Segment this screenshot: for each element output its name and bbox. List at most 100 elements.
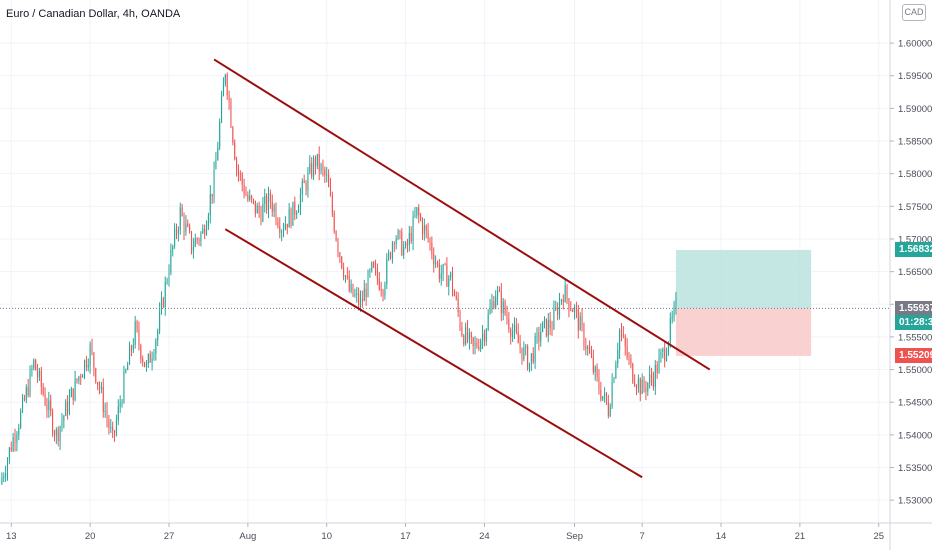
candle-body <box>159 310 161 331</box>
candle-body <box>172 245 174 250</box>
candle-body <box>198 239 200 242</box>
candle-body <box>50 400 52 412</box>
candle-body <box>344 275 347 278</box>
candle-body <box>322 164 324 170</box>
channel-lower-line[interactable] <box>224 228 643 479</box>
candle-body <box>215 160 217 170</box>
candle-body <box>230 101 232 128</box>
candle-body <box>557 307 559 316</box>
candle-body <box>359 298 362 306</box>
x-tick-label: 14 <box>716 531 727 542</box>
candle-body <box>254 200 256 214</box>
candle-body <box>241 174 243 185</box>
y-tick-label: 1.53000 <box>898 496 932 507</box>
position-zones[interactable] <box>675 249 812 356</box>
y-tick-label: 1.58000 <box>898 169 932 180</box>
candle-body <box>271 201 273 212</box>
candle-body <box>442 264 444 274</box>
candle-body <box>260 212 262 222</box>
candle-body <box>48 400 50 411</box>
candle-body <box>145 364 147 367</box>
candle-body <box>388 252 390 259</box>
candle-body <box>29 369 31 396</box>
channel-lines[interactable] <box>213 58 711 479</box>
candle-body <box>175 228 178 234</box>
y-tick-label: 1.57000 <box>898 234 932 245</box>
candle-body <box>27 387 29 396</box>
candle-body <box>65 401 67 416</box>
candle-body <box>217 147 219 161</box>
candle-body <box>528 362 531 370</box>
candle-body <box>543 318 546 322</box>
candle-body <box>206 226 208 235</box>
candle-body <box>170 249 172 273</box>
candle-body <box>326 174 328 176</box>
candle-body <box>22 397 24 411</box>
candle-body <box>130 346 132 351</box>
candle-body <box>314 158 316 167</box>
candle-body <box>202 228 204 234</box>
candle-body <box>138 329 140 346</box>
channel-upper-line[interactable] <box>213 58 711 371</box>
y-tick-label: 1.56500 <box>898 267 932 278</box>
candle-body <box>429 238 431 243</box>
candle-body <box>504 301 506 314</box>
candle-body <box>162 298 164 307</box>
candle-body <box>664 348 666 361</box>
x-tick-label: 13 <box>6 531 17 542</box>
candle-body <box>619 330 621 351</box>
candle-body <box>245 194 247 196</box>
candle-body <box>493 301 495 309</box>
currency-badge[interactable]: CAD <box>902 4 926 21</box>
candle-body <box>52 411 54 434</box>
candle-body <box>641 379 643 395</box>
candle-body <box>6 459 9 474</box>
candle-body <box>350 284 352 292</box>
candle-body <box>673 305 675 317</box>
candle-body <box>294 201 296 215</box>
candle-body <box>153 353 155 359</box>
candle-body <box>474 342 476 347</box>
candle-body <box>609 406 611 416</box>
candle-body <box>78 376 80 382</box>
candle-body <box>472 337 474 347</box>
candle-body <box>149 354 151 363</box>
candle-body <box>102 386 104 412</box>
candle-body <box>177 229 179 234</box>
y-tick-label: 1.55500 <box>898 332 932 343</box>
candle-body <box>465 326 467 345</box>
candle-body <box>639 378 641 395</box>
candle-body <box>311 163 313 177</box>
candle-body <box>252 199 254 201</box>
candle-body <box>288 209 290 228</box>
x-tick-label: 21 <box>795 531 806 542</box>
candle-body <box>269 192 271 202</box>
candle-body <box>114 430 116 433</box>
candle-body <box>307 172 309 191</box>
candle-body <box>237 169 239 174</box>
candle-body <box>367 271 369 297</box>
candle-body <box>365 288 367 297</box>
candle-body <box>213 169 215 197</box>
y-tick-label: 1.55000 <box>898 365 932 376</box>
candle-body <box>251 195 253 200</box>
candle-body <box>127 364 129 370</box>
candle-body <box>140 345 142 360</box>
candle-body <box>598 376 600 390</box>
candle-body <box>468 332 470 341</box>
candle-body <box>431 242 433 255</box>
candle-body <box>620 330 623 335</box>
candle-body <box>25 387 27 401</box>
candle-body <box>395 238 397 244</box>
candle-body <box>80 376 82 378</box>
candle-body <box>611 382 613 407</box>
candle-body <box>284 223 286 230</box>
candle-body <box>286 223 288 228</box>
candle-body <box>658 356 660 373</box>
candle-body <box>37 370 39 377</box>
candle-body <box>234 142 236 160</box>
candle-body <box>358 293 360 306</box>
candle-body <box>583 324 585 346</box>
candle-body <box>581 316 583 325</box>
